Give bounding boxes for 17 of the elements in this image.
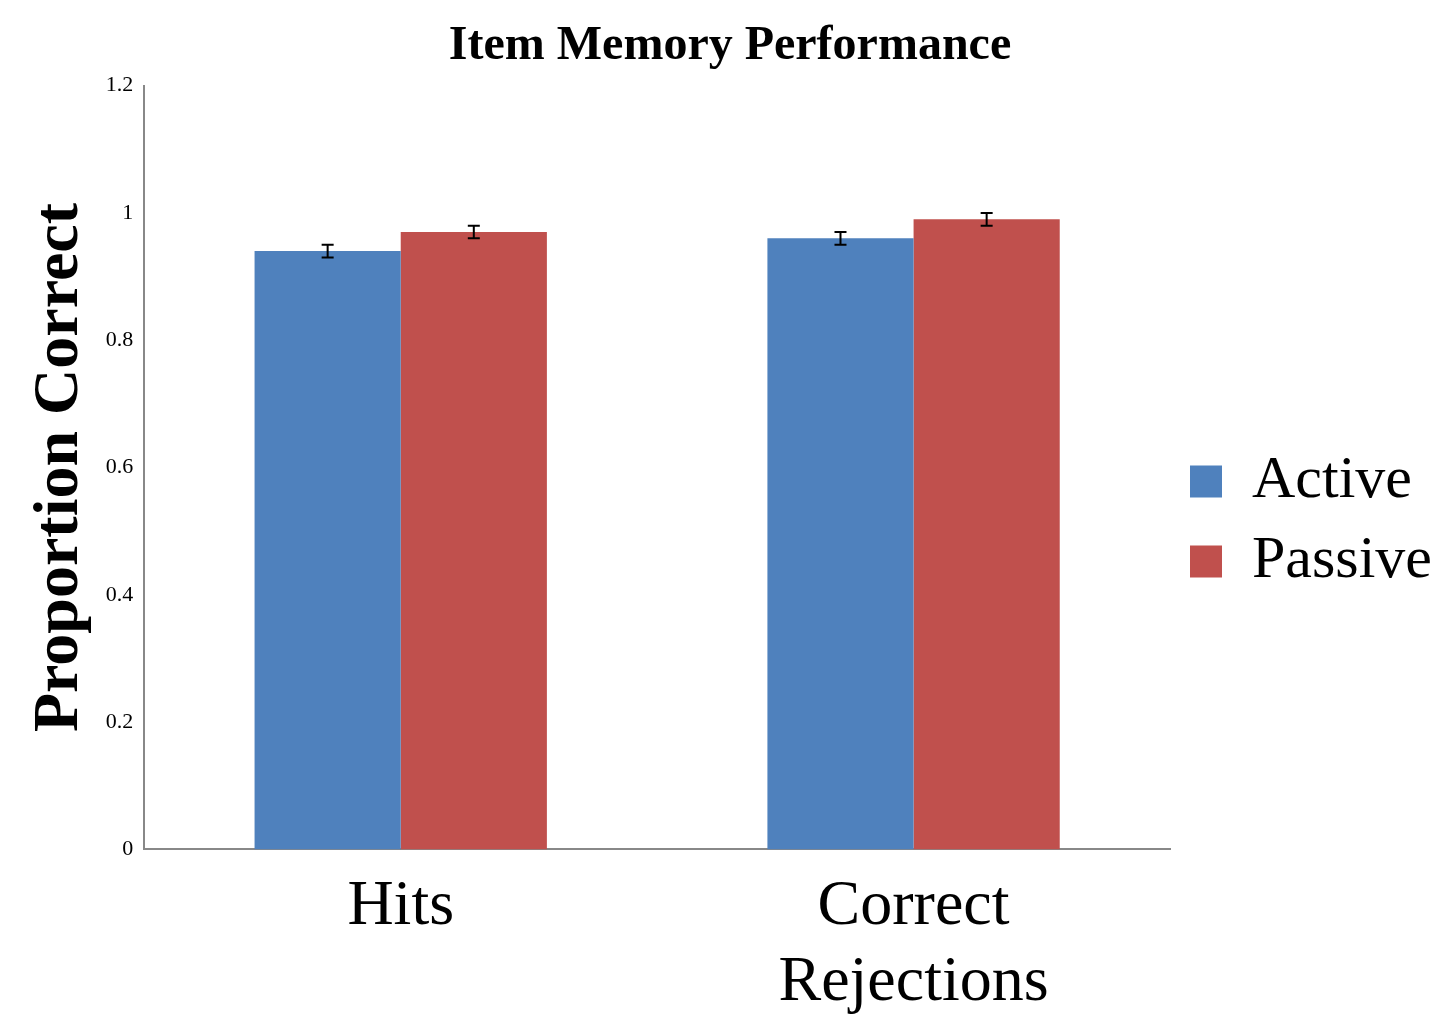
y-axis-title: Proportion Correct xyxy=(19,202,91,733)
x-tick-label: Hits xyxy=(347,866,455,938)
y-tick-label: 0.8 xyxy=(105,325,134,351)
y-tick-label: 0.4 xyxy=(105,580,134,606)
y-tick-label: 1 xyxy=(122,198,134,224)
legend-label: Active xyxy=(1252,444,1412,511)
y-tick-label: 0 xyxy=(122,835,134,861)
bar xyxy=(400,232,547,850)
y-tick-label: 0.2 xyxy=(105,707,134,733)
x-tick-label: Correct Rejections xyxy=(778,866,1049,1015)
bar xyxy=(254,251,401,850)
y-tick-label: 1.2 xyxy=(105,71,134,97)
bar xyxy=(913,219,1060,850)
chart-title: Item Memory Performance xyxy=(448,16,1012,70)
y-tick-label: 0.6 xyxy=(105,453,134,479)
legend-label: Passive xyxy=(1252,524,1432,591)
bar xyxy=(767,238,914,850)
